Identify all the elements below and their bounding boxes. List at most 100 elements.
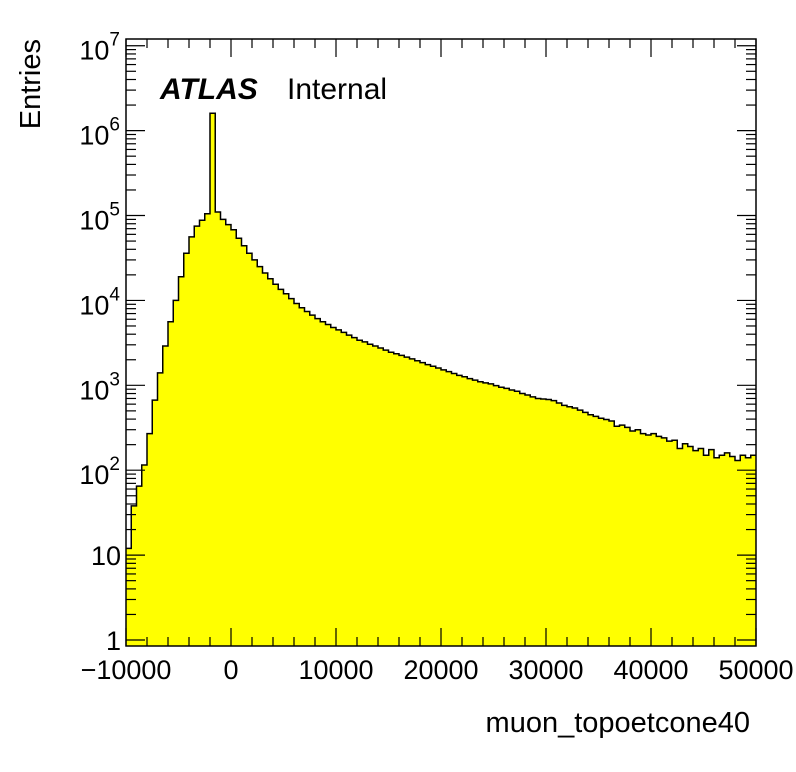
histogram-bin — [462, 376, 468, 646]
histogram-bin — [714, 457, 720, 646]
histogram-bin — [745, 457, 752, 646]
y-tick-label: 1 — [106, 626, 121, 656]
histogram-bin — [598, 418, 605, 646]
histogram-bin — [561, 405, 568, 646]
histogram-bin — [194, 226, 200, 646]
histogram-bin — [498, 387, 505, 646]
histogram-bin — [509, 390, 515, 646]
y-tick-label: 103 — [79, 369, 120, 405]
histogram-bin — [556, 402, 563, 646]
histogram-bin — [614, 426, 620, 646]
histogram-bin — [546, 399, 552, 646]
histogram-bin — [630, 430, 636, 646]
histogram-bin — [551, 400, 557, 646]
histogram-bin — [173, 300, 179, 646]
histogram-bin — [540, 399, 547, 646]
histogram-bin — [367, 344, 374, 646]
histogram-bin — [488, 383, 494, 646]
histogram-bin — [677, 448, 683, 646]
histogram-bin — [472, 380, 479, 646]
histogram-bin — [252, 259, 258, 646]
histogram-bin — [687, 446, 694, 646]
histogram-bin — [535, 398, 542, 646]
histogram-bin — [336, 329, 342, 646]
histogram-bin — [635, 429, 641, 646]
histogram-bin — [273, 284, 279, 646]
histogram-bin — [530, 396, 536, 646]
histogram-bin — [750, 455, 757, 646]
histogram-bin — [666, 441, 673, 646]
histogram-bin — [430, 366, 437, 646]
histogram-bin — [236, 238, 242, 647]
histogram-bin — [399, 355, 405, 646]
histogram-bin — [362, 341, 368, 646]
histogram-bin — [609, 420, 615, 646]
y-tick-label: 10 — [91, 541, 121, 571]
histogram-bin — [220, 219, 227, 646]
histogram-bin — [393, 353, 400, 646]
histogram-bin — [645, 434, 652, 646]
histogram-bin — [330, 327, 337, 646]
histogram-bin — [409, 358, 416, 646]
histogram-bin — [388, 352, 395, 646]
histogram-bin — [624, 427, 631, 646]
histogram-bin — [483, 382, 489, 646]
histogram-bin — [493, 385, 500, 646]
histogram-bin — [446, 371, 452, 646]
histogram-bin — [136, 486, 143, 646]
histogram-bin — [467, 378, 473, 646]
y-tick-label: 102 — [79, 454, 120, 490]
histogram-bin — [378, 348, 384, 646]
histogram-bin — [582, 412, 589, 646]
histogram-bin — [204, 213, 211, 646]
histogram-bin — [519, 393, 526, 646]
histogram-bin — [315, 318, 321, 646]
x-tick-label: 30000 — [508, 655, 583, 685]
histogram-bin — [441, 369, 447, 646]
histogram-bin — [593, 416, 599, 646]
histogram-bin — [619, 425, 626, 646]
histogram-bin — [246, 253, 253, 646]
histogram-bin — [131, 505, 137, 646]
x-axis-title: muon_topoetcone40 — [486, 707, 750, 739]
histogram-bin — [661, 437, 668, 646]
histogram-bin — [404, 357, 410, 646]
histogram-bin — [682, 443, 689, 646]
histogram-bin — [168, 321, 174, 646]
histogram-bin — [435, 367, 442, 646]
histogram-bin — [708, 449, 715, 646]
histogram-bin — [514, 391, 521, 646]
histogram-bin — [299, 307, 305, 646]
histogram-bin — [210, 113, 216, 647]
histogram-bars — [126, 113, 757, 647]
histogram-bin — [504, 388, 510, 646]
histogram-bin — [656, 436, 662, 646]
x-tick-label: 20000 — [403, 655, 478, 685]
histogram-bin — [215, 212, 221, 646]
internal-label: Internal — [287, 73, 387, 106]
y-tick-label: 104 — [79, 284, 120, 320]
histogram-bin — [152, 400, 158, 646]
histogram-bin — [456, 375, 463, 646]
histogram-bin — [262, 273, 269, 646]
x-tick-label: 40000 — [613, 655, 688, 685]
histogram-bin — [729, 456, 736, 646]
histogram-bin — [231, 229, 237, 647]
histogram-bin — [451, 373, 458, 646]
x-tick-label: 50000 — [718, 655, 793, 685]
histogram-bin — [320, 321, 326, 646]
histogram-bin — [651, 433, 657, 646]
x-axis-ticks: −10000 0 10000 20000 30000 40000 50000 — [81, 39, 794, 685]
histogram-bin — [341, 332, 347, 646]
histogram-bin — [567, 406, 573, 646]
histogram-bin — [525, 394, 531, 646]
histogram-bin — [577, 410, 584, 646]
histogram-bin — [351, 337, 358, 646]
histogram-bin — [183, 253, 190, 646]
histogram-bin — [414, 360, 421, 646]
histogram-bin — [162, 346, 169, 646]
histogram-bin — [147, 433, 153, 646]
histogram-bin — [693, 450, 699, 646]
histogram-bin — [294, 303, 300, 646]
y-tick-label: 106 — [79, 115, 120, 151]
